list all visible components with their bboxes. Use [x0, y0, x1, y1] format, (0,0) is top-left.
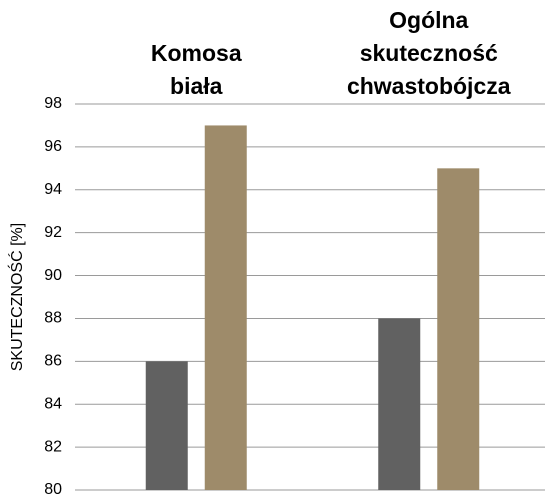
- bar: [378, 318, 421, 490]
- bar: [204, 125, 247, 490]
- category-label: Komosa biała: [151, 40, 242, 99]
- y-tick-label: 84: [44, 395, 62, 412]
- y-tick-label: 86: [44, 353, 62, 370]
- y-tick-label: 92: [44, 224, 62, 241]
- y-tick-label: 80: [44, 481, 62, 498]
- y-tick-label: 98: [44, 95, 62, 112]
- y-tick-label: 90: [44, 267, 62, 284]
- bar: [437, 168, 480, 491]
- bar: [145, 361, 188, 490]
- category-label: Ogólna skuteczność chwastobójcza: [347, 7, 511, 99]
- y-tick-label: 88: [44, 310, 62, 327]
- y-tick-label: 96: [44, 138, 62, 155]
- y-tick-label: 94: [44, 181, 62, 198]
- y-tick-label: 82: [44, 438, 62, 455]
- y-axis-label: SKUTECZNOŚĆ [%]: [7, 223, 26, 371]
